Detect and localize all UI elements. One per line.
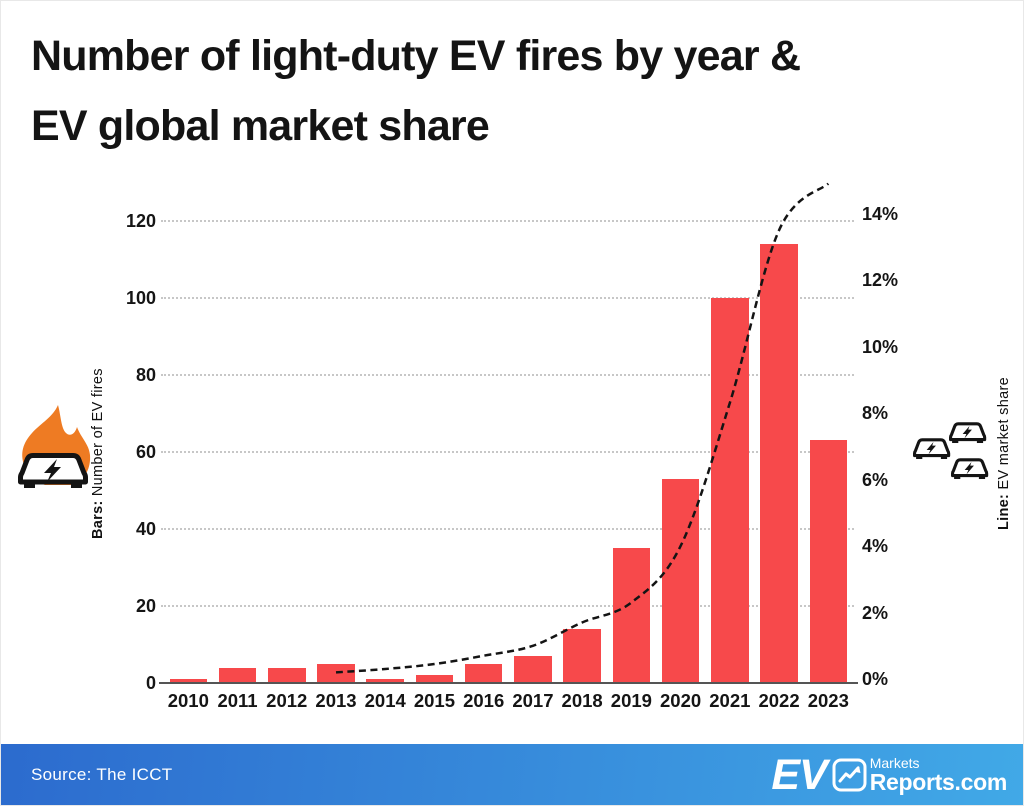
right-axis-tick-label: 14% [862, 203, 899, 224]
right-axis-tick-label: 0% [862, 669, 889, 689]
gridline [161, 528, 854, 530]
x-axis-year-label: 2019 [610, 690, 652, 711]
x-axis-year-label: 2021 [709, 690, 751, 711]
bar [612, 548, 651, 683]
burning-ev-car-icon [18, 405, 91, 488]
right-axis-tick-label: 2% [862, 602, 889, 623]
brand-reports-text: Reports.com [869, 768, 1008, 795]
x-axis-year-label: 2022 [758, 690, 800, 711]
left-axis-tick-label: 120 [125, 211, 156, 231]
left-axis-tick-label: 40 [135, 519, 156, 539]
bar [661, 478, 700, 683]
bar [464, 663, 503, 683]
footer-bar: Source: The ICCT EV Markets Reports.com [1, 744, 1023, 805]
bar [169, 679, 208, 683]
gridline [161, 220, 854, 222]
bar [711, 298, 749, 683]
x-axis-year-label: 2018 [561, 690, 603, 711]
bar [268, 667, 306, 683]
chart-title-line1: Number of light-duty EV fires by year & [31, 32, 801, 80]
left-axis-tick-label: 20 [135, 596, 156, 616]
x-axis-year-label: 2017 [512, 690, 554, 711]
bar [218, 667, 257, 683]
line-chart-icon [832, 758, 867, 792]
x-axis-baseline [159, 682, 858, 684]
left-axis-tick-label: 60 [135, 442, 156, 462]
x-axis-year-label: 2016 [463, 690, 505, 711]
chart-title: Number of light-duty EV fires by year & … [31, 21, 991, 161]
x-axis-year-label: 2014 [364, 690, 406, 711]
gridline [161, 297, 854, 299]
right-axis-tick-label: 6% [862, 469, 889, 490]
chart-title-line2: EV global market share [31, 102, 490, 150]
left-axis-tick-label: 100 [125, 288, 156, 308]
x-axis-year-label: 2023 [807, 690, 849, 711]
x-axis-year-label: 2013 [315, 690, 357, 711]
x-axis-year-label: 2015 [413, 690, 456, 711]
bar [366, 679, 404, 683]
x-axis-year-label: 2010 [167, 690, 209, 711]
right-axis-tick-label: 10% [862, 336, 899, 357]
bar [760, 244, 798, 683]
left-axis-tick-label: 80 [135, 365, 156, 385]
brand-ev-text: EV [771, 750, 827, 799]
right-axis-tick-label: 12% [862, 270, 899, 290]
right-axis-title-rest: EV market share [996, 377, 1012, 494]
bar [415, 675, 454, 683]
gridline [161, 451, 854, 453]
brand-logo: EV Markets Reports.com [771, 750, 1008, 799]
ev-cars-icon [912, 422, 989, 481]
bar [514, 656, 552, 683]
right-axis-title: Line: EV market share [993, 361, 1015, 546]
bar [809, 440, 848, 683]
source-credit: Source: The ICCT [31, 764, 173, 784]
x-axis-year-label: 2011 [217, 690, 258, 711]
brand-markets-text: Markets [869, 754, 920, 771]
x-axis-year-label: 2020 [660, 690, 702, 711]
right-axis-tick-label: 4% [862, 536, 889, 556]
left-axis-tick-label: 0 [145, 673, 156, 693]
right-axis-tick-label: 8% [862, 403, 889, 423]
x-axis-year-label: 2012 [266, 690, 308, 711]
right-axis-title-bold: Line: [996, 493, 1012, 530]
bar [317, 663, 355, 683]
gridline [161, 605, 854, 607]
bar [563, 629, 601, 683]
gridline [161, 374, 854, 376]
